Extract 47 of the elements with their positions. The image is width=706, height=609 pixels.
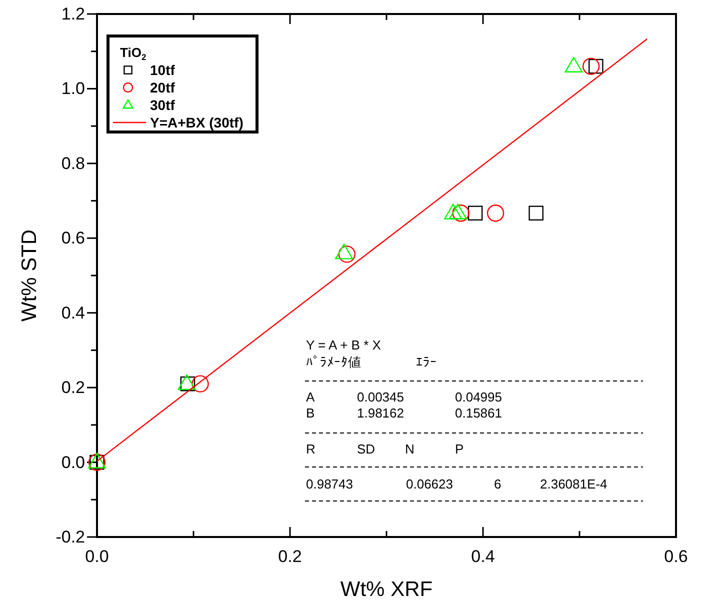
annotation: B [306,406,315,420]
y-axis-title: Wt% STD [18,229,41,322]
y-tick-label: -0.2 [56,528,85,546]
annotation: N [405,442,414,456]
x-tick-label: 0.6 [664,547,688,566]
annotation: 0.98743 [306,476,353,492]
annotation: 1.98162 [357,406,404,420]
annotation: R [306,442,316,456]
point [528,206,544,221]
x-tick-label: 0.2 [278,547,302,566]
point [486,204,504,222]
annotation: A [306,390,315,404]
annotation: 0.06623 [406,476,453,492]
point [444,204,462,220]
legend-label: 30tf [150,97,176,113]
legend-label: 20tf [150,80,176,96]
annotation: ﾊﾟﾗﾒｰﾀ値 [306,354,361,370]
point [335,244,354,260]
point [448,204,467,220]
annotation: 6 [494,476,502,492]
y-tick-label: 0.2 [61,378,85,398]
annotation: 0.15861 [455,406,502,420]
annotation: P [455,442,464,456]
y-tick-label: 0.0 [61,452,85,472]
x-axis-title: Wt% XRF [340,578,433,601]
point [468,206,483,221]
y-tick-label: 1.0 [61,79,85,98]
x-tick-label: 0.0 [85,547,109,566]
legend-label: Y=A+BX (30tf) [150,114,244,130]
y-tick-label: 0.6 [61,228,85,248]
x-tick-label: 0.4 [471,547,495,566]
point [588,58,604,74]
y-tick-label: 0.4 [61,303,85,322]
legend-label: 10tf [150,62,176,78]
y-tick-label: 1.2 [61,4,85,24]
y-tick-label: 0.8 [61,154,85,173]
annotation: 2.36081E-4 [540,476,608,492]
annotation: ｴﾗｰ [416,354,437,370]
annotation: 0.04995 [455,390,502,404]
annotation: Y = A + B * X [306,338,382,352]
annotation: SD [357,442,376,456]
point [452,204,470,222]
annotation: 0.00345 [357,390,404,404]
legend-title: TiO$_{2}$ [120,44,146,62]
point [338,246,356,263]
point [582,58,600,75]
point [192,375,209,392]
